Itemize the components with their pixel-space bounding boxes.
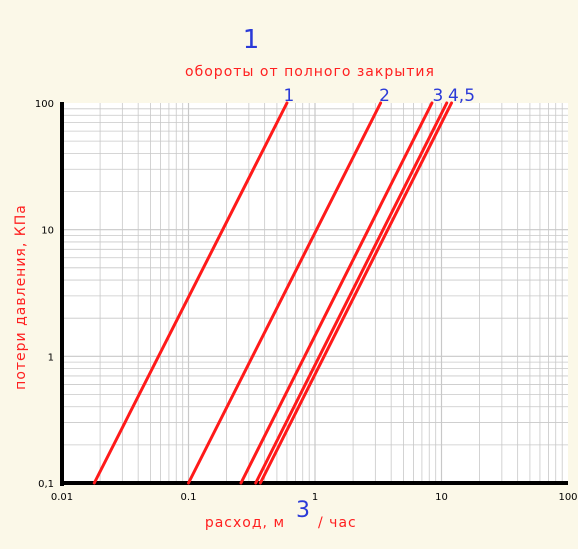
series-line-5 bbox=[258, 101, 454, 485]
x-tick-label: 0.01 bbox=[51, 492, 73, 503]
x-axis-label-superscript: 3 bbox=[296, 498, 310, 523]
y-tick-label: 1 bbox=[48, 352, 54, 363]
x-tick-label: 1 bbox=[312, 492, 318, 503]
y-axis-label: потери давления, КПа bbox=[13, 204, 29, 390]
x-axis-label: расход, м bbox=[205, 515, 285, 531]
chart-subtitle: обороты от полного закрытия bbox=[185, 64, 435, 80]
curves bbox=[92, 101, 454, 485]
x-tick-labels: 0.01 0.1 1 10 100 bbox=[51, 492, 578, 503]
series-line-1 bbox=[92, 101, 289, 485]
series-line-3 bbox=[239, 101, 434, 485]
x-tick-label: 0.1 bbox=[181, 492, 197, 503]
y-tick-label: 0,1 bbox=[38, 479, 54, 490]
series-label: 3 bbox=[433, 86, 444, 106]
series-line-4 bbox=[254, 101, 449, 485]
series-line-2 bbox=[187, 101, 383, 485]
y-tick-label: 100 bbox=[35, 99, 54, 110]
grid bbox=[62, 103, 568, 483]
axes bbox=[60, 102, 568, 486]
series-labels: 1 2 3 4,5 bbox=[284, 86, 476, 106]
x-tick-label: 100 bbox=[558, 492, 577, 503]
y-tick-label: 10 bbox=[41, 226, 54, 237]
series-label: 4,5 bbox=[448, 86, 475, 106]
x-axis-label-suffix: / час bbox=[318, 515, 357, 531]
series-label: 1 bbox=[284, 86, 295, 106]
x-tick-label: 10 bbox=[435, 492, 448, 503]
y-tick-labels: 0,1 1 10 100 bbox=[35, 99, 54, 490]
series-label: 2 bbox=[379, 86, 390, 106]
figure-label: 1 bbox=[243, 25, 260, 55]
